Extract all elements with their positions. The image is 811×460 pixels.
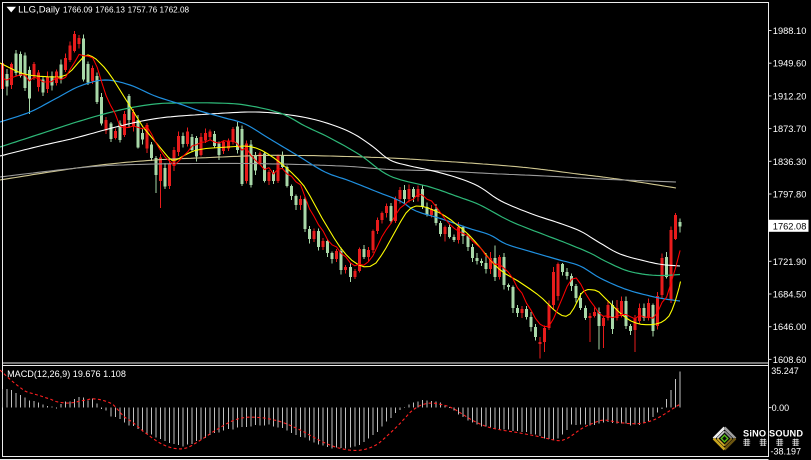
svg-text:35.247: 35.247 — [771, 366, 799, 376]
svg-text:1766.09: 1766.09 — [63, 6, 93, 15]
svg-text:SiNO SOUND: SiNO SOUND — [743, 429, 803, 439]
svg-text:1646.00: 1646.00 — [773, 322, 807, 332]
svg-text:1797.80: 1797.80 — [773, 190, 807, 200]
svg-text:1766.13: 1766.13 — [95, 6, 125, 15]
svg-text:1684.50: 1684.50 — [773, 290, 807, 300]
svg-text:1608.60: 1608.60 — [773, 355, 807, 365]
svg-text:1912.20: 1912.20 — [773, 91, 807, 101]
svg-text:-38.197: -38.197 — [771, 446, 802, 456]
svg-text:1762.08: 1762.08 — [773, 221, 807, 231]
svg-text:MACD(12,26,9) 19.676 1.108: MACD(12,26,9) 19.676 1.108 — [7, 369, 126, 379]
svg-text:1873.70: 1873.70 — [773, 124, 807, 134]
svg-text:1949.60: 1949.60 — [773, 59, 807, 69]
svg-text:1762.08: 1762.08 — [160, 6, 190, 15]
svg-text:1988.10: 1988.10 — [773, 26, 807, 36]
svg-text:1836.30: 1836.30 — [773, 157, 807, 167]
svg-text:LLG,Daily: LLG,Daily — [18, 5, 60, 16]
svg-text:0.00: 0.00 — [772, 403, 790, 413]
svg-text:1757.76: 1757.76 — [128, 6, 158, 15]
svg-text:1721.90: 1721.90 — [773, 257, 807, 267]
